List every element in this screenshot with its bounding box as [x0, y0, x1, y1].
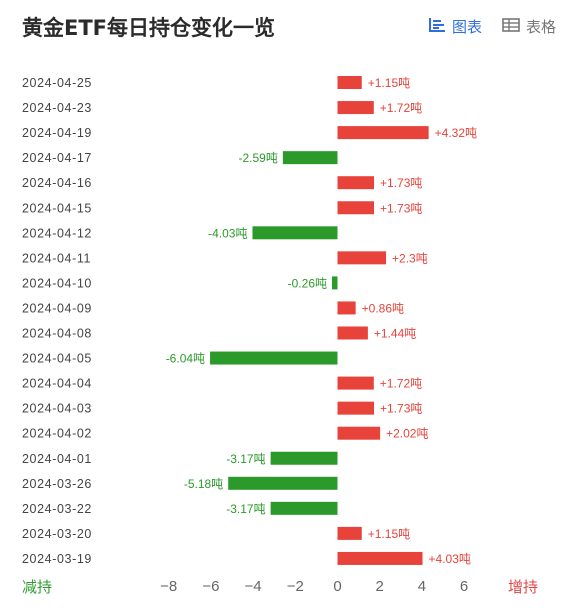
data-label: +2.02吨	[386, 427, 428, 441]
bar[interactable]	[337, 376, 374, 390]
category-label: 2024-04-05	[22, 352, 92, 366]
data-label: -3.17吨	[226, 452, 265, 466]
category-label: 2024-04-23	[22, 101, 92, 115]
category-label: 2024-04-15	[22, 201, 92, 215]
bar[interactable]	[337, 526, 362, 540]
category-label: 2024-04-12	[22, 226, 92, 240]
bar[interactable]	[337, 326, 368, 340]
category-label: 2024-04-25	[22, 76, 92, 90]
chart-view-icon	[428, 17, 452, 37]
ticks-layer: −8 −6 −4 −2 0 2 4 6	[160, 578, 468, 595]
x-tick-label: 2	[376, 578, 384, 595]
category-label: 2024-04-09	[22, 301, 92, 315]
view-table-label: 表格	[526, 19, 557, 36]
page-title: 黄金ETF每日持仓变化一览	[22, 16, 276, 40]
data-label: +1.72吨	[380, 101, 422, 115]
x-tick-label: −8	[160, 578, 177, 595]
data-label: -6.04吨	[166, 352, 205, 366]
labels-layer: 2024-04-25 +1.15吨 2024-04-23 +1.72吨 2024-04-…	[22, 76, 477, 566]
data-label: -5.18吨	[184, 477, 223, 491]
bar[interactable]	[252, 226, 338, 240]
data-label: -0.26吨	[288, 276, 327, 290]
bar[interactable]	[337, 251, 387, 265]
category-label: 2024-04-11	[22, 251, 91, 265]
category-label: 2024-03-26	[22, 477, 92, 491]
data-label: +1.73吨	[380, 402, 422, 416]
axis-end-increase-label: 增持	[508, 579, 539, 596]
data-label: -3.17吨	[226, 502, 265, 516]
bar[interactable]	[337, 126, 429, 140]
data-label: +1.15吨	[368, 527, 410, 541]
category-label: 2024-03-20	[22, 527, 92, 541]
bar[interactable]	[270, 501, 338, 515]
data-label: +1.15吨	[368, 76, 410, 90]
category-label: 2024-03-22	[22, 502, 92, 516]
bar[interactable]	[337, 401, 375, 415]
view-chart-label: 图表	[452, 19, 483, 36]
table-view-icon	[502, 17, 526, 36]
category-label: 2024-04-17	[22, 151, 92, 165]
category-label: 2024-04-02	[22, 427, 92, 441]
bar[interactable]	[337, 76, 362, 89]
bar[interactable]	[337, 426, 381, 440]
bar[interactable]	[337, 101, 374, 115]
data-label: +1.72吨	[380, 377, 422, 391]
data-label: +0.86吨	[362, 301, 404, 315]
data-label: +4.32吨	[435, 126, 477, 140]
category-label: 2024-04-01	[22, 452, 92, 466]
bar[interactable]	[332, 276, 338, 290]
bar[interactable]	[270, 451, 338, 465]
bar[interactable]	[337, 301, 356, 315]
data-label: +4.03吨	[429, 552, 471, 566]
category-label: 2024-04-04	[22, 377, 92, 391]
data-label: -2.59吨	[238, 151, 277, 165]
x-tick-label: −6	[202, 578, 219, 595]
bar[interactable]	[337, 551, 423, 565]
x-tick-label: 0	[333, 578, 341, 595]
x-tick-label: 4	[418, 578, 426, 595]
bars-layer	[210, 76, 429, 565]
bar[interactable]	[210, 351, 338, 365]
category-label: 2024-04-03	[22, 402, 92, 416]
data-label: -4.03吨	[208, 226, 247, 240]
x-tick-label: −4	[245, 578, 262, 595]
category-label: 2024-04-08	[22, 327, 92, 341]
data-label: +1.44吨	[374, 327, 416, 341]
category-label: 2024-04-10	[22, 276, 92, 290]
category-label: 2024-04-19	[22, 126, 92, 140]
x-tick-label: −2	[287, 578, 304, 595]
view-chart-toggle[interactable]: 图表	[428, 16, 482, 37]
category-label: 2024-04-16	[22, 176, 92, 190]
data-label: +2.3吨	[392, 251, 428, 265]
data-label: +1.73吨	[380, 176, 422, 190]
bar[interactable]	[282, 151, 338, 165]
bar[interactable]	[337, 176, 375, 190]
axis-end-decrease-label: 减持	[22, 579, 53, 596]
bar[interactable]	[337, 201, 375, 215]
bar[interactable]	[228, 476, 338, 490]
data-label: +1.73吨	[380, 201, 422, 215]
view-table-toggle[interactable]: 表格	[502, 16, 556, 37]
category-label: 2024-03-19	[22, 552, 92, 566]
x-tick-label: 6	[460, 578, 468, 595]
